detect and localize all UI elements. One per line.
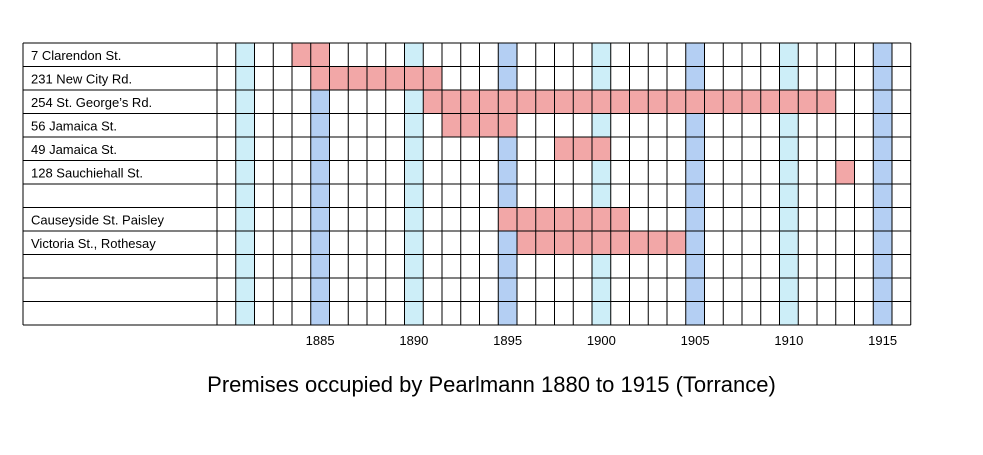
occupied-cell-row8-1898 — [554, 231, 574, 255]
occupied-cell-row8-1904 — [667, 231, 686, 255]
occupied-cell-row2-1903 — [648, 90, 667, 114]
occupied-cell-row2-1906 — [704, 90, 724, 114]
occupied-cell-row0-1884 — [292, 43, 311, 67]
occupied-cell-row2-1902 — [629, 90, 649, 114]
occupied-cell-row3-1895 — [498, 113, 517, 137]
x-axis-ticks: 1885 1890 1895 1900 1905 1910 1915 — [306, 333, 897, 348]
occupied-cell-row7-1901 — [610, 207, 630, 231]
occupancy-cells — [292, 43, 855, 255]
occupied-cell-row7-1899 — [573, 207, 592, 231]
occupied-cell-row2-1898 — [554, 90, 574, 114]
row-label-3: 56 Jamaica St. — [31, 118, 117, 133]
row-label-7: Causeyside St. Paisley — [31, 212, 164, 227]
tick-label-1915: 1915 — [868, 333, 897, 348]
occupied-cell-row8-1899 — [573, 231, 592, 255]
occupied-cell-row1-1890 — [404, 66, 424, 90]
tick-label-1900: 1900 — [587, 333, 616, 348]
tick-label-1895: 1895 — [493, 333, 522, 348]
grid-lines — [22, 42, 912, 326]
occupied-cell-row8-1903 — [648, 231, 667, 255]
occupied-cell-row2-1904 — [667, 90, 686, 114]
occupied-cell-row4-1899 — [573, 137, 592, 161]
row-label-4: 49 Jamaica St. — [31, 142, 117, 157]
occupied-cell-row2-1895 — [498, 90, 517, 114]
row-label-2: 254 St. George’s Rd. — [31, 95, 152, 110]
occupied-cell-row2-1907 — [723, 90, 742, 114]
occupied-cell-row2-1892 — [442, 90, 461, 114]
chart-title: Premises occupied by Pearlmann 1880 to 1… — [207, 372, 776, 397]
row-label-8: Victoria St., Rothesay — [31, 236, 156, 251]
occupied-cell-row2-1910 — [779, 90, 799, 114]
occupied-cell-row7-1900 — [592, 207, 611, 231]
occupied-cell-row8-1896 — [517, 231, 536, 255]
occupied-cell-row2-1909 — [760, 90, 780, 114]
occupied-cell-row2-1912 — [817, 90, 836, 114]
occupied-cell-row5-1913 — [835, 160, 855, 184]
tick-label-1885: 1885 — [306, 333, 335, 348]
row-label-5: 128 Sauchiehall St. — [31, 165, 143, 180]
occupied-cell-row2-1905 — [685, 90, 705, 114]
occupied-cell-row7-1897 — [535, 207, 555, 231]
row-labels: 7 Clarendon St. 231 New City Rd. 254 St. G… — [31, 48, 164, 251]
occupied-cell-row8-1902 — [629, 231, 649, 255]
occupied-cell-row1-1885 — [310, 66, 330, 90]
occupied-cell-row1-1888 — [367, 66, 386, 90]
premises-timeline-chart: 7 Clarendon St. 231 New City Rd. 254 St. G… — [22, 42, 912, 348]
occupied-cell-row2-1893 — [460, 90, 480, 114]
occupied-cell-row3-1894 — [479, 113, 499, 137]
occupied-cell-row7-1895 — [498, 207, 517, 231]
occupied-cell-row7-1898 — [554, 207, 574, 231]
occupied-cell-row8-1901 — [610, 231, 630, 255]
occupied-cell-row2-1891 — [423, 90, 442, 114]
occupied-cell-row2-1894 — [479, 90, 499, 114]
occupied-cell-row2-1901 — [610, 90, 630, 114]
tick-label-1905: 1905 — [681, 333, 710, 348]
occupied-cell-row2-1896 — [517, 90, 536, 114]
occupied-cell-row1-1891 — [423, 66, 442, 90]
occupied-cell-row1-1889 — [385, 66, 405, 90]
occupied-cell-row7-1896 — [517, 207, 536, 231]
occupied-cell-row3-1893 — [460, 113, 480, 137]
occupied-cell-row0-1885 — [310, 43, 330, 67]
occupied-cell-row2-1908 — [742, 90, 761, 114]
occupied-cell-row1-1887 — [348, 66, 367, 90]
occupied-cell-row2-1900 — [592, 90, 611, 114]
occupied-cell-row2-1899 — [573, 90, 592, 114]
occupied-cell-row2-1911 — [798, 90, 817, 114]
occupied-cell-row3-1892 — [442, 113, 461, 137]
occupied-cell-row4-1900 — [592, 137, 611, 161]
occupied-cell-row1-1886 — [329, 66, 349, 90]
occupied-cell-row8-1897 — [535, 231, 555, 255]
occupied-cell-row8-1900 — [592, 231, 611, 255]
row-label-1: 231 New City Rd. — [31, 71, 132, 86]
row-label-0: 7 Clarendon St. — [31, 48, 121, 63]
tick-label-1890: 1890 — [399, 333, 428, 348]
tick-label-1910: 1910 — [774, 333, 803, 348]
occupied-cell-row4-1898 — [554, 137, 574, 161]
occupied-cell-row2-1897 — [535, 90, 555, 114]
